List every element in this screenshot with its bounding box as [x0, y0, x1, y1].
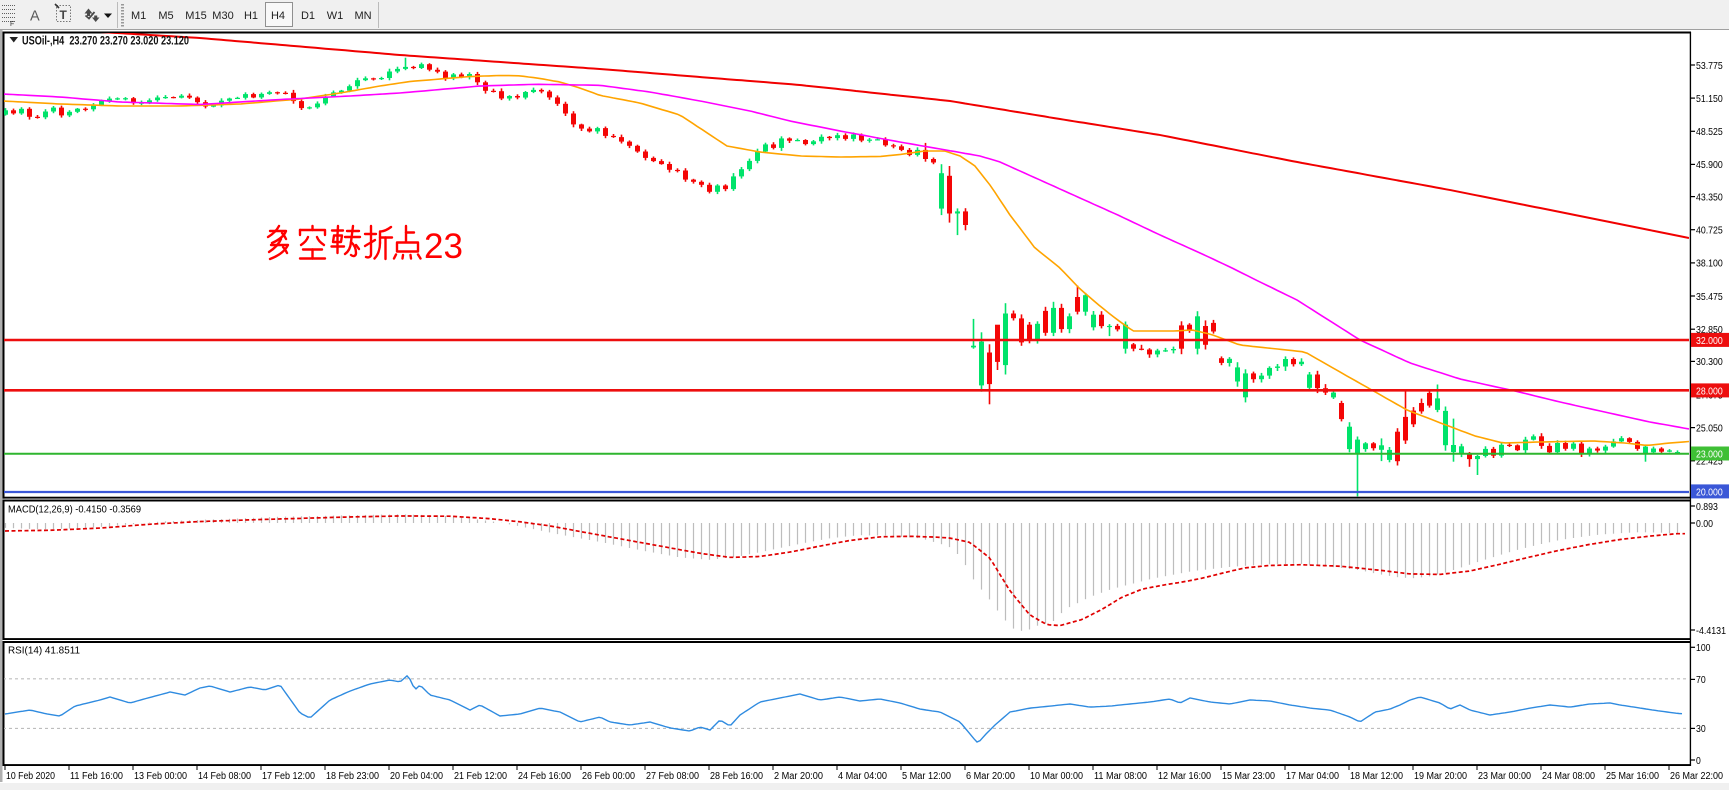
svg-text:M5: M5 — [158, 10, 173, 22]
svg-text:-4.4131: -4.4131 — [1696, 625, 1726, 637]
svg-text:M30: M30 — [212, 10, 233, 22]
svg-text:45.900: 45.900 — [1696, 159, 1723, 171]
svg-text:28.000: 28.000 — [1696, 386, 1723, 398]
svg-text:M1: M1 — [131, 10, 146, 22]
svg-text:51.150: 51.150 — [1696, 93, 1723, 105]
svg-text:5 Mar 12:00: 5 Mar 12:00 — [902, 771, 951, 782]
svg-text:30: 30 — [1696, 723, 1706, 735]
svg-text:11 Mar 08:00: 11 Mar 08:00 — [1094, 771, 1147, 782]
svg-text:24 Mar 08:00: 24 Mar 08:00 — [1542, 771, 1595, 782]
svg-text:4 Mar 04:00: 4 Mar 04:00 — [838, 771, 887, 782]
svg-text:W1: W1 — [327, 10, 344, 22]
svg-text:23: 23 — [424, 227, 463, 266]
svg-text:2 Mar 20:00: 2 Mar 20:00 — [774, 771, 823, 782]
svg-text:0.893: 0.893 — [1696, 501, 1718, 513]
svg-text:23.000: 23.000 — [1696, 449, 1723, 461]
svg-text:48.525: 48.525 — [1696, 126, 1723, 138]
svg-text:MACD(12,26,9) -0.4150 -0.3569: MACD(12,26,9) -0.4150 -0.3569 — [8, 504, 141, 516]
svg-text:15 Mar 23:00: 15 Mar 23:00 — [1222, 771, 1275, 782]
svg-text:11 Feb 16:00: 11 Feb 16:00 — [70, 771, 123, 782]
svg-text:14 Feb 08:00: 14 Feb 08:00 — [198, 771, 251, 782]
svg-text:38.100: 38.100 — [1696, 258, 1723, 270]
svg-text:H4: H4 — [271, 10, 285, 22]
svg-text:70: 70 — [1696, 674, 1706, 686]
svg-text:20.000: 20.000 — [1696, 487, 1723, 499]
svg-text:28 Feb 16:00: 28 Feb 16:00 — [710, 771, 763, 782]
svg-text:M15: M15 — [185, 10, 206, 22]
svg-text:10 Mar 00:00: 10 Mar 00:00 — [1030, 771, 1083, 782]
svg-text:18 Feb 23:00: 18 Feb 23:00 — [326, 771, 379, 782]
svg-text:35.475: 35.475 — [1696, 291, 1723, 303]
svg-text:T: T — [60, 8, 68, 22]
svg-text:17 Feb 12:00: 17 Feb 12:00 — [262, 771, 315, 782]
svg-text:53.775: 53.775 — [1696, 60, 1723, 72]
svg-text:13 Feb 00:00: 13 Feb 00:00 — [134, 771, 187, 782]
svg-text:MN: MN — [354, 10, 371, 22]
svg-text:17 Mar 04:00: 17 Mar 04:00 — [1286, 771, 1339, 782]
svg-text:32.000: 32.000 — [1696, 335, 1723, 347]
svg-text:30.300: 30.300 — [1696, 356, 1723, 368]
svg-text:24 Feb 16:00: 24 Feb 16:00 — [518, 771, 571, 782]
svg-text:18 Mar 12:00: 18 Mar 12:00 — [1350, 771, 1403, 782]
svg-text:25.050: 25.050 — [1696, 422, 1723, 434]
svg-text:19 Mar 20:00: 19 Mar 20:00 — [1414, 771, 1467, 782]
svg-text:26 Mar 22:00: 26 Mar 22:00 — [1670, 771, 1723, 782]
svg-text:D1: D1 — [301, 10, 315, 22]
svg-text:H1: H1 — [244, 10, 258, 22]
svg-text:6 Mar 20:00: 6 Mar 20:00 — [966, 771, 1015, 782]
svg-text:0.00: 0.00 — [1696, 518, 1713, 530]
svg-text:RSI(14) 41.8511: RSI(14) 41.8511 — [8, 645, 80, 657]
svg-text:43.350: 43.350 — [1696, 191, 1723, 203]
svg-text:40.725: 40.725 — [1696, 225, 1723, 237]
svg-text:26 Feb 00:00: 26 Feb 00:00 — [582, 771, 635, 782]
svg-text:27 Feb 08:00: 27 Feb 08:00 — [646, 771, 699, 782]
svg-text:A: A — [30, 9, 40, 25]
svg-text:100: 100 — [1696, 642, 1711, 654]
svg-text:F: F — [10, 21, 14, 28]
svg-text:USOil-,H4 23.270 23.270 23.02: USOil-,H4 23.270 23.270 23.020 23.120 — [22, 34, 189, 48]
svg-text:0: 0 — [1696, 755, 1701, 767]
svg-text:10 Feb 2020: 10 Feb 2020 — [6, 771, 55, 782]
svg-text:20 Feb 04:00: 20 Feb 04:00 — [390, 771, 443, 782]
svg-text:21 Feb 12:00: 21 Feb 12:00 — [454, 771, 507, 782]
svg-text:23 Mar 00:00: 23 Mar 00:00 — [1478, 771, 1531, 782]
svg-text:25 Mar 16:00: 25 Mar 16:00 — [1606, 771, 1659, 782]
svg-text:12 Mar 16:00: 12 Mar 16:00 — [1158, 771, 1211, 782]
